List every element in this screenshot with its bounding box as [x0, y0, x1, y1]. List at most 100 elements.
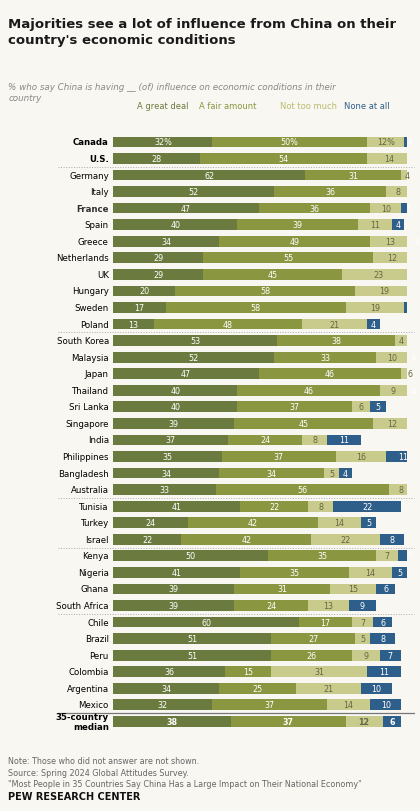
- Bar: [113, 336, 278, 346]
- Bar: [346, 303, 404, 313]
- Bar: [367, 154, 410, 165]
- Text: 53: 53: [190, 337, 200, 345]
- Bar: [113, 154, 200, 165]
- Text: 37: 37: [289, 403, 299, 412]
- Bar: [386, 187, 410, 198]
- Bar: [370, 402, 386, 413]
- Text: 20: 20: [139, 287, 150, 296]
- Text: 38: 38: [167, 717, 178, 726]
- Text: 14: 14: [384, 155, 394, 164]
- Text: 58: 58: [260, 287, 270, 296]
- Text: Singapore: Singapore: [65, 419, 109, 428]
- Bar: [237, 385, 380, 396]
- Text: 5: 5: [329, 469, 334, 478]
- Bar: [213, 700, 327, 710]
- Bar: [225, 667, 271, 677]
- Text: 41: 41: [172, 569, 182, 577]
- Bar: [349, 567, 392, 578]
- Bar: [404, 137, 417, 148]
- Bar: [113, 237, 219, 247]
- Text: 45: 45: [299, 419, 309, 428]
- Bar: [113, 700, 213, 710]
- Bar: [330, 584, 376, 594]
- Bar: [370, 633, 395, 644]
- Text: 5: 5: [366, 518, 371, 527]
- Bar: [113, 667, 225, 677]
- Text: 45: 45: [268, 271, 278, 280]
- Text: 9: 9: [363, 651, 368, 660]
- Bar: [380, 534, 404, 545]
- Text: 8: 8: [389, 535, 394, 544]
- Text: 36: 36: [325, 188, 335, 197]
- Text: 4: 4: [411, 353, 416, 363]
- Text: 26: 26: [307, 651, 317, 660]
- Text: 58: 58: [251, 303, 261, 312]
- Bar: [333, 501, 401, 512]
- Bar: [213, 137, 367, 148]
- Text: Italy: Italy: [90, 188, 109, 197]
- Text: 34: 34: [266, 469, 276, 478]
- Text: 51: 51: [187, 651, 197, 660]
- Text: 50%: 50%: [281, 138, 299, 148]
- Text: Turkey: Turkey: [81, 518, 109, 527]
- Text: 39: 39: [292, 221, 302, 230]
- Bar: [358, 220, 392, 231]
- Bar: [113, 220, 237, 231]
- Text: 8: 8: [312, 436, 317, 445]
- Text: 40: 40: [170, 403, 180, 412]
- Bar: [389, 485, 414, 496]
- Bar: [240, 501, 308, 512]
- Bar: [271, 667, 367, 677]
- Text: 8: 8: [396, 188, 401, 197]
- Bar: [113, 501, 240, 512]
- Text: 34: 34: [161, 238, 171, 247]
- Text: 11: 11: [379, 667, 389, 676]
- Text: 47: 47: [181, 204, 191, 213]
- Text: 35: 35: [289, 569, 299, 577]
- Text: 12: 12: [359, 717, 370, 726]
- Bar: [268, 551, 376, 561]
- Bar: [373, 418, 410, 429]
- Text: 42: 42: [241, 535, 252, 544]
- Bar: [370, 237, 410, 247]
- Bar: [278, 336, 395, 346]
- Text: 33: 33: [320, 353, 331, 363]
- Bar: [113, 137, 213, 148]
- Bar: [219, 468, 324, 478]
- Bar: [383, 716, 401, 727]
- Bar: [380, 650, 401, 661]
- Text: 48: 48: [223, 320, 233, 329]
- Text: 9: 9: [391, 386, 396, 395]
- Bar: [299, 617, 352, 628]
- Bar: [181, 534, 312, 545]
- Text: 6: 6: [389, 717, 395, 726]
- Text: 40: 40: [170, 386, 180, 395]
- Text: 37: 37: [283, 717, 294, 726]
- Bar: [113, 683, 219, 693]
- Text: 4: 4: [399, 337, 404, 345]
- Bar: [305, 170, 401, 181]
- Text: 22: 22: [269, 502, 279, 511]
- Bar: [113, 551, 268, 561]
- Text: 29: 29: [153, 254, 163, 263]
- Text: Japan: Japan: [85, 370, 109, 379]
- Text: 25: 25: [252, 684, 262, 693]
- Bar: [113, 352, 274, 363]
- Text: Hungary: Hungary: [72, 287, 109, 296]
- Text: Brazil: Brazil: [85, 634, 109, 643]
- Bar: [113, 452, 222, 462]
- Bar: [370, 700, 401, 710]
- Text: 38: 38: [331, 337, 341, 345]
- Text: 34: 34: [161, 684, 171, 693]
- Text: Netherlands: Netherlands: [56, 254, 109, 263]
- Text: A great deal: A great deal: [137, 102, 189, 111]
- Bar: [373, 617, 392, 628]
- Bar: [113, 187, 274, 198]
- Bar: [302, 320, 367, 330]
- Text: 24: 24: [145, 518, 155, 527]
- Text: 32: 32: [158, 701, 168, 710]
- Bar: [376, 551, 398, 561]
- Text: 31: 31: [348, 171, 358, 180]
- Text: 4: 4: [405, 171, 410, 180]
- Text: Philippines: Philippines: [62, 453, 109, 461]
